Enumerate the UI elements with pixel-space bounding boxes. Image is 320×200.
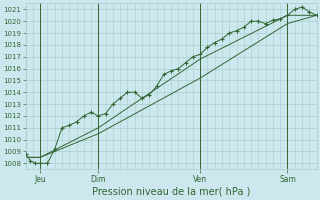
X-axis label: Pression niveau de la mer( hPa ): Pression niveau de la mer( hPa ): [92, 187, 250, 197]
